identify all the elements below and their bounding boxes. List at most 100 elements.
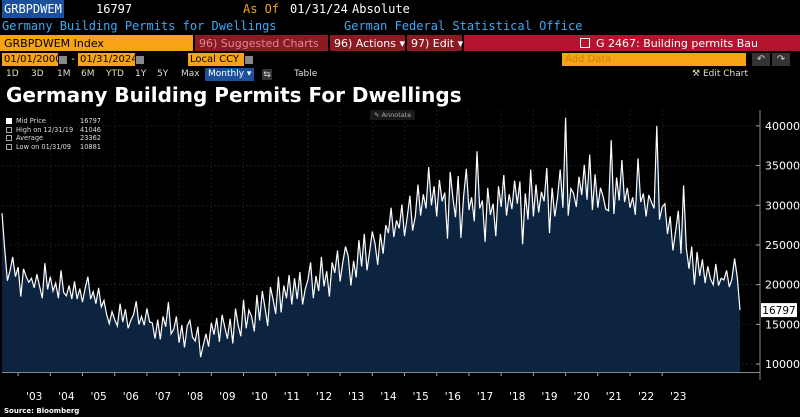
end-date-input[interactable]: 01/31/2024 bbox=[78, 53, 138, 66]
y-tick-label: 10000 bbox=[765, 358, 800, 371]
actions-num: 96) bbox=[334, 37, 353, 50]
legend-low-value: 10881 bbox=[80, 142, 101, 151]
edit-chart-icon: ⚒ bbox=[692, 69, 701, 79]
actions-menu[interactable]: 96) Actions ▾ bbox=[330, 35, 405, 51]
y-tick-label: 40000 bbox=[765, 120, 800, 133]
suggested-charts-button[interactable]: 96) Suggested Charts bbox=[195, 35, 328, 51]
legend: Mid Price 16797 High on 12/31/19 41046 Ave… bbox=[6, 117, 114, 151]
x-tick-label: '03 bbox=[26, 391, 42, 403]
x-tick-label: '12 bbox=[316, 391, 332, 403]
edit-chart-label: Edit Chart bbox=[702, 69, 748, 79]
range-3d[interactable]: 3D bbox=[31, 69, 44, 79]
description-row: Germany Building Permits for Dwellings G… bbox=[0, 17, 800, 35]
calendar-icon[interactable] bbox=[59, 56, 67, 64]
x-tick-label: '22 bbox=[638, 391, 654, 403]
x-tick-label: '19 bbox=[541, 391, 557, 403]
series-icon bbox=[6, 118, 12, 124]
x-tick-label: '21 bbox=[606, 391, 622, 403]
range-6m[interactable]: 6M bbox=[81, 69, 95, 79]
dropdown-icon[interactable] bbox=[245, 56, 253, 64]
actions-label: Actions bbox=[355, 37, 396, 50]
x-tick-label: '20 bbox=[574, 391, 590, 403]
chart-title-bar[interactable]: G 2467: Building permits Bau bbox=[464, 35, 800, 51]
x-tick-label: '10 bbox=[252, 391, 268, 403]
legend-average-value: 23362 bbox=[80, 134, 101, 142]
chart-big-title: Germany Building Permits For Dwellings bbox=[6, 83, 462, 107]
x-tick-label: '11 bbox=[284, 391, 300, 403]
last-value: 16797 bbox=[96, 2, 133, 16]
x-tick-label: '09 bbox=[219, 391, 235, 403]
legend-high: High on 12/31/19 bbox=[16, 125, 74, 134]
last-value-label: 16797 bbox=[761, 303, 797, 318]
range-max[interactable]: Max bbox=[181, 69, 200, 79]
last-value-text: 16797 bbox=[762, 305, 795, 317]
x-tick-label: '07 bbox=[155, 391, 171, 403]
add-data-input[interactable]: Add Data bbox=[562, 53, 746, 66]
x-tick-label: '14 bbox=[380, 391, 397, 403]
legend-high-value: 41046 bbox=[80, 125, 101, 134]
x-tick-label: '23 bbox=[670, 391, 686, 403]
frequency-label: Monthly bbox=[208, 69, 245, 79]
last-value-box bbox=[761, 303, 797, 318]
y-tick-label: 20000 bbox=[765, 279, 800, 292]
caret-down-icon: ▾ bbox=[246, 69, 252, 79]
ticker[interactable]: GRBPDWEM bbox=[2, 0, 64, 18]
frequency-select[interactable]: Monthly ▾ bbox=[205, 68, 255, 81]
edit-label: Edit bbox=[432, 37, 455, 50]
high-icon bbox=[6, 126, 12, 133]
as-of-date: 01/31/24 bbox=[290, 2, 348, 16]
x-tick-label: '18 bbox=[509, 391, 525, 403]
range-5y[interactable]: 5Y bbox=[157, 69, 169, 79]
table-button[interactable]: Table bbox=[294, 69, 318, 79]
series-line bbox=[1, 117, 741, 358]
toolbar: GRBPDWEM Index 96) Suggested Charts 96) … bbox=[0, 35, 800, 52]
edit-chart-button[interactable]: ⚒ Edit Chart bbox=[692, 68, 748, 81]
range-ytd[interactable]: YTD bbox=[106, 69, 124, 79]
compare-icon[interactable]: ⇆ bbox=[262, 69, 272, 80]
range-dash: - bbox=[71, 54, 75, 65]
timebar: 1D 3D 1M 6M YTD 1Y 5Y Max Monthly ▾ ⇆ Ta… bbox=[0, 68, 800, 81]
range-1d[interactable]: 1D bbox=[6, 69, 19, 79]
x-tick-label: '17 bbox=[477, 391, 493, 403]
legend-low: Low on 01/31/09 bbox=[16, 142, 72, 151]
redo-icon[interactable]: ↷ bbox=[772, 53, 790, 66]
y-axis: 10000 15000 20000 25000 30000 35000 40000 bbox=[756, 110, 800, 380]
series-name: Germany Building Permits for Dwellings bbox=[2, 19, 277, 33]
header-row: GRBPDWEM 16797 As Of 01/31/24 Absolute bbox=[0, 0, 800, 18]
x-tick-label: '13 bbox=[348, 391, 364, 403]
legend-series-value: 16797 bbox=[80, 117, 101, 125]
annotate-icon: ✎ bbox=[374, 111, 380, 119]
y-tick-label: 35000 bbox=[765, 160, 800, 173]
y-tick-label: 15000 bbox=[765, 318, 800, 331]
undo-icon[interactable]: ↶ bbox=[752, 53, 770, 66]
annotate-label: Annotate bbox=[381, 111, 412, 119]
x-tick-label: '08 bbox=[187, 391, 203, 403]
y-tick-label: 25000 bbox=[765, 239, 800, 252]
legend-average: Average bbox=[16, 134, 44, 142]
caret-down-icon: ▾ bbox=[457, 37, 464, 50]
low-icon bbox=[6, 143, 12, 150]
x-axis: '03 '04 '05 '06 '07 '08 '09 '10 '11 '12 '13 '14 '15 '… bbox=[2, 372, 760, 403]
range-1m[interactable]: 1M bbox=[57, 69, 71, 79]
x-tick-label: '05 bbox=[90, 391, 106, 403]
start-date-input[interactable]: 01/01/2000 bbox=[2, 53, 62, 66]
external-link-icon[interactable] bbox=[580, 38, 590, 48]
x-tick-label: '06 bbox=[123, 391, 140, 403]
legend-series: Mid Price bbox=[16, 117, 46, 125]
average-icon bbox=[6, 135, 12, 141]
calendar-icon[interactable] bbox=[136, 56, 144, 64]
currency-select[interactable]: Local CCY bbox=[188, 53, 244, 66]
caret-down-icon: ▾ bbox=[399, 37, 406, 50]
annotate-button[interactable]: ✎ Annotate bbox=[370, 110, 416, 120]
x-tick-label: '15 bbox=[413, 391, 429, 403]
as-of-label: As Of bbox=[243, 2, 280, 16]
source-label: Source: Bloomberg bbox=[4, 407, 80, 415]
edit-num: 97) bbox=[411, 37, 430, 50]
index-field[interactable]: GRBPDWEM Index bbox=[0, 35, 193, 51]
chart-title-label: G 2467: Building permits Bau bbox=[596, 37, 758, 50]
mode-label: Absolute bbox=[352, 2, 410, 16]
source-name: German Federal Statistical Office bbox=[344, 19, 583, 33]
edit-menu[interactable]: 97) Edit ▾ bbox=[407, 35, 464, 51]
range-1y[interactable]: 1Y bbox=[135, 69, 147, 79]
